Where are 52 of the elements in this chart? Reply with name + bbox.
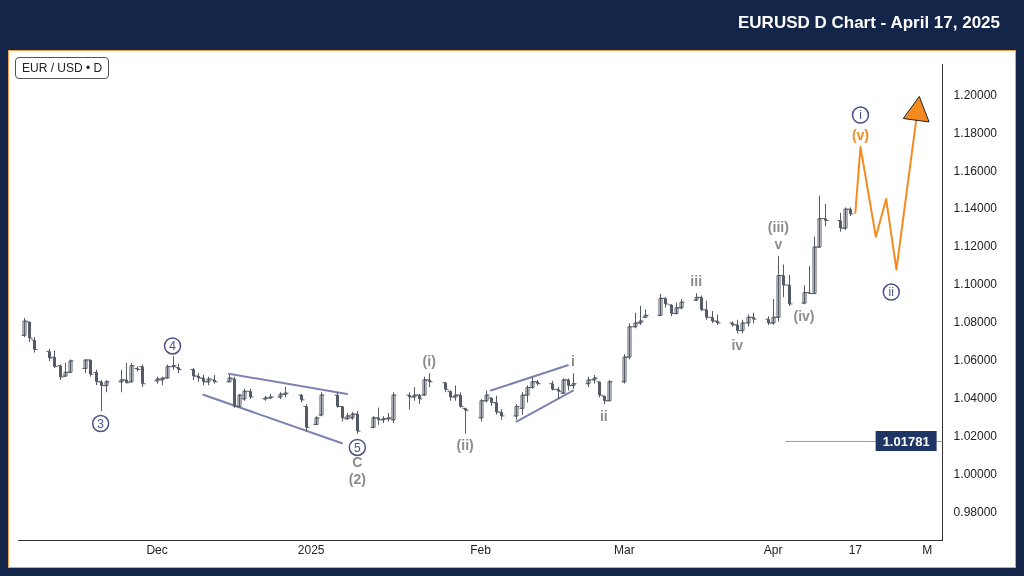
annotation: (v) — [851, 126, 870, 143]
x-tick-label: Mar — [613, 543, 635, 558]
chart-title: EURUSD D Chart - April 17, 2025 — [738, 13, 1000, 33]
y-tick-label: 1.00000 — [953, 467, 998, 482]
chart-subtitle: EUR / USD • D — [15, 57, 110, 79]
y-tick-label: 1.12000 — [953, 239, 998, 254]
candlestick — [534, 379, 541, 386]
point — [851, 106, 870, 124]
y-tick-label: 1.14000 — [953, 201, 998, 216]
y-tick-label: 1.20000 — [953, 87, 998, 102]
candlestick — [642, 308, 649, 319]
y-tick-label: 1.16000 — [953, 163, 998, 178]
y-tick-label: 1.10000 — [953, 277, 998, 292]
candlestick — [298, 393, 305, 403]
x-tick-label: Feb — [470, 543, 492, 558]
annotation: ii — [599, 408, 608, 425]
ref-line-label: 1.01781 — [882, 433, 930, 449]
annotation: (iii) — [767, 218, 789, 235]
annotation: i — [859, 108, 862, 123]
x-tick-label: Apr — [763, 543, 783, 558]
candlestick — [267, 393, 274, 400]
annotation: iv — [731, 337, 744, 354]
candlestick — [282, 386, 289, 398]
candlestick — [262, 395, 269, 402]
y-tick-label: 1.18000 — [953, 125, 998, 140]
y-tick-label: 0.98000 — [953, 505, 998, 520]
x-tick-label: 2025 — [297, 543, 325, 558]
x-tick-label: M — [922, 543, 933, 558]
candlestick — [637, 305, 643, 326]
x-tick-label: Dec — [146, 543, 168, 558]
annotation: (ii) — [456, 437, 474, 454]
candlestick — [765, 315, 772, 326]
annotation: C — [352, 454, 363, 471]
annotation: iii — [690, 273, 703, 290]
annotation: 5 — [354, 440, 361, 455]
annotation: ii — [888, 285, 894, 300]
candlestick — [154, 376, 161, 385]
annotation: (iv) — [793, 308, 815, 325]
candlestick — [195, 372, 202, 383]
annotation: 4 — [169, 339, 177, 354]
y-tick-label: 1.06000 — [953, 353, 998, 368]
x-tick-label: 17 — [848, 543, 863, 558]
annotation: 3 — [97, 416, 105, 431]
candlestick — [277, 391, 284, 400]
annotation: (2) — [348, 471, 366, 488]
y-tick-label: 1.08000 — [953, 315, 998, 330]
annotation: (i) — [422, 353, 436, 370]
candlestick — [570, 372, 576, 390]
annotation: v — [774, 235, 783, 252]
y-tick-label: 1.02000 — [953, 429, 998, 444]
y-tick-label: 1.04000 — [953, 391, 998, 406]
annotation: i — [571, 353, 575, 370]
